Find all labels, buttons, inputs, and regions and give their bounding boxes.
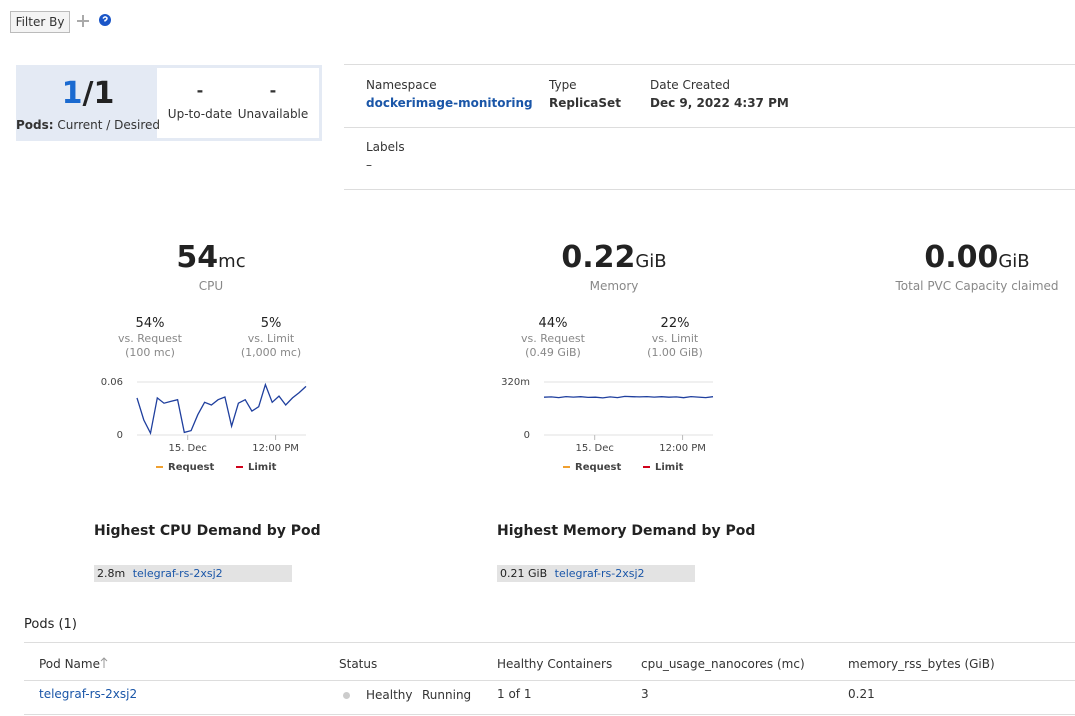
pvc-unit: GiB — [998, 251, 1030, 272]
legend-label: Request — [168, 462, 214, 473]
unavailable-value: - — [269, 81, 277, 100]
x-tick-label: 15. Dec — [168, 443, 206, 454]
legend-label: Limit — [655, 462, 684, 473]
memory-demand-pod[interactable]: telegraf-rs-2xsj2 — [554, 567, 645, 580]
pods-current: 1 — [61, 76, 83, 111]
pods-separator: / — [82, 76, 94, 111]
pvc-value: 0.00GiB — [924, 240, 1029, 280]
column-header[interactable]: cpu_usage_nanocores (mc) — [641, 657, 805, 671]
pods-status-box — [157, 68, 319, 138]
comparison-percent: 5% — [260, 316, 282, 331]
cpu-value: 54mc — [176, 240, 245, 280]
legend-label: Limit — [248, 462, 277, 473]
pod-link[interactable]: telegraf-rs-2xsj2 — [39, 687, 138, 701]
cell: 0.21 — [848, 687, 875, 701]
cpu-demand-bar: 2.8m telegraf-rs-2xsj2 — [94, 565, 292, 582]
memory-demand-value: 0.21 GiB — [500, 567, 548, 580]
memory-value: 0.22GiB — [561, 240, 666, 280]
memory-label: Memory — [589, 279, 639, 293]
divider — [344, 64, 1075, 65]
unavailable-label: Unavailable — [237, 107, 309, 121]
cpu-label: CPU — [198, 279, 224, 293]
cpu-demand-pod[interactable]: telegraf-rs-2xsj2 — [132, 567, 223, 580]
divider — [24, 642, 1075, 643]
comparison-detail: (1.00 GiB) — [647, 346, 703, 359]
status-text: Healthy — [366, 688, 413, 702]
pvc-label: Total PVC Capacity claimed — [895, 279, 1059, 293]
x-tick-label: 12:00 PM — [659, 443, 706, 454]
comparison-detail: (1,000 mc) — [240, 346, 302, 359]
sort-icon[interactable] — [99, 657, 109, 669]
comparison-detail: (100 mc) — [125, 346, 175, 359]
cpu-number: 54 — [176, 240, 219, 275]
help-glyph — [102, 16, 108, 22]
add-icon[interactable] — [77, 15, 89, 27]
cell: 3 — [641, 687, 649, 701]
cpu-demand-title: Highest CPU Demand by Pod — [94, 523, 321, 539]
filter-icons[interactable] — [74, 11, 114, 31]
cpu-demand-value: 2.8m — [97, 567, 126, 580]
comparison-detail: (0.49 GiB) — [525, 346, 581, 359]
column-header[interactable]: Status — [339, 657, 378, 671]
filter-label: Filter By — [15, 15, 65, 29]
cpu-chart: 0 0.06 15. Dec 12:00 PM Request Limit — [101, 377, 307, 473]
date-value: Dec 9, 2022 4:37 PM — [650, 96, 789, 110]
y-tick-label: 320m — [501, 377, 530, 388]
cell: 1 of 1 — [497, 687, 532, 701]
pods-label-text: Current / Desired — [57, 118, 161, 132]
pods-label-bold: Pods: — [15, 118, 54, 132]
namespace-label: Namespace — [366, 78, 437, 92]
column-header[interactable]: memory_rss_bytes (GiB) — [848, 657, 995, 671]
legend-label: Request — [575, 462, 621, 473]
type-label: Type — [549, 78, 577, 92]
line — [543, 395, 714, 399]
labels-label: Labels — [366, 140, 405, 154]
divider — [24, 680, 1075, 681]
comparison-label: vs. Request — [118, 332, 182, 345]
comparison-percent: 44% — [538, 316, 568, 331]
comparison-label: vs. Request — [521, 332, 585, 345]
column-header[interactable]: Pod Name — [39, 657, 100, 671]
status-dot — [343, 692, 350, 699]
column-header[interactable]: Healthy Containers — [497, 657, 613, 671]
type-value: ReplicaSet — [549, 96, 621, 110]
filter-button[interactable]: Filter By — [10, 11, 70, 33]
memory-chart: 0 320m 15. Dec 12:00 PM Request Limit — [501, 377, 714, 473]
y-tick-label: 0.06 — [101, 377, 123, 388]
labels-value: – — [366, 158, 372, 172]
line — [136, 382, 307, 436]
memory-demand-title: Highest Memory Demand by Pod — [497, 523, 756, 539]
pods-desired: 1 — [93, 76, 115, 111]
memory-number: 0.22 — [561, 240, 636, 275]
comparison-label: vs. Limit — [247, 332, 295, 345]
divider — [344, 189, 1075, 190]
memory-demand-bar: 0.21 GiB telegraf-rs-2xsj2 — [497, 565, 695, 582]
pods-table-title: Pods (1) — [24, 617, 77, 632]
pvc-number: 0.00 — [924, 240, 999, 275]
comparison-percent: 54% — [135, 316, 165, 331]
date-label: Date Created — [650, 78, 730, 92]
up-to-date-value: - — [196, 81, 204, 100]
pods-ratio: 1/1 — [62, 76, 115, 112]
x-tick-label: 15. Dec — [575, 443, 613, 454]
phase-text: Running — [422, 688, 472, 702]
divider — [24, 714, 1075, 715]
memory-unit: GiB — [635, 251, 667, 272]
comparison-percent: 22% — [660, 316, 690, 331]
comparison-label: vs. Limit — [651, 332, 699, 345]
namespace-value[interactable]: dockerimage-monitoring — [366, 96, 533, 110]
divider — [344, 127, 1075, 128]
x-tick-label: 12:00 PM — [252, 443, 299, 454]
up-to-date-label: Up-to-date — [167, 107, 233, 121]
y-tick-label: 0 — [117, 430, 123, 441]
y-tick-label: 0 — [524, 430, 530, 441]
cpu-unit: mc — [218, 251, 246, 272]
pods-label: Pods: Current / Desired — [16, 117, 160, 133]
